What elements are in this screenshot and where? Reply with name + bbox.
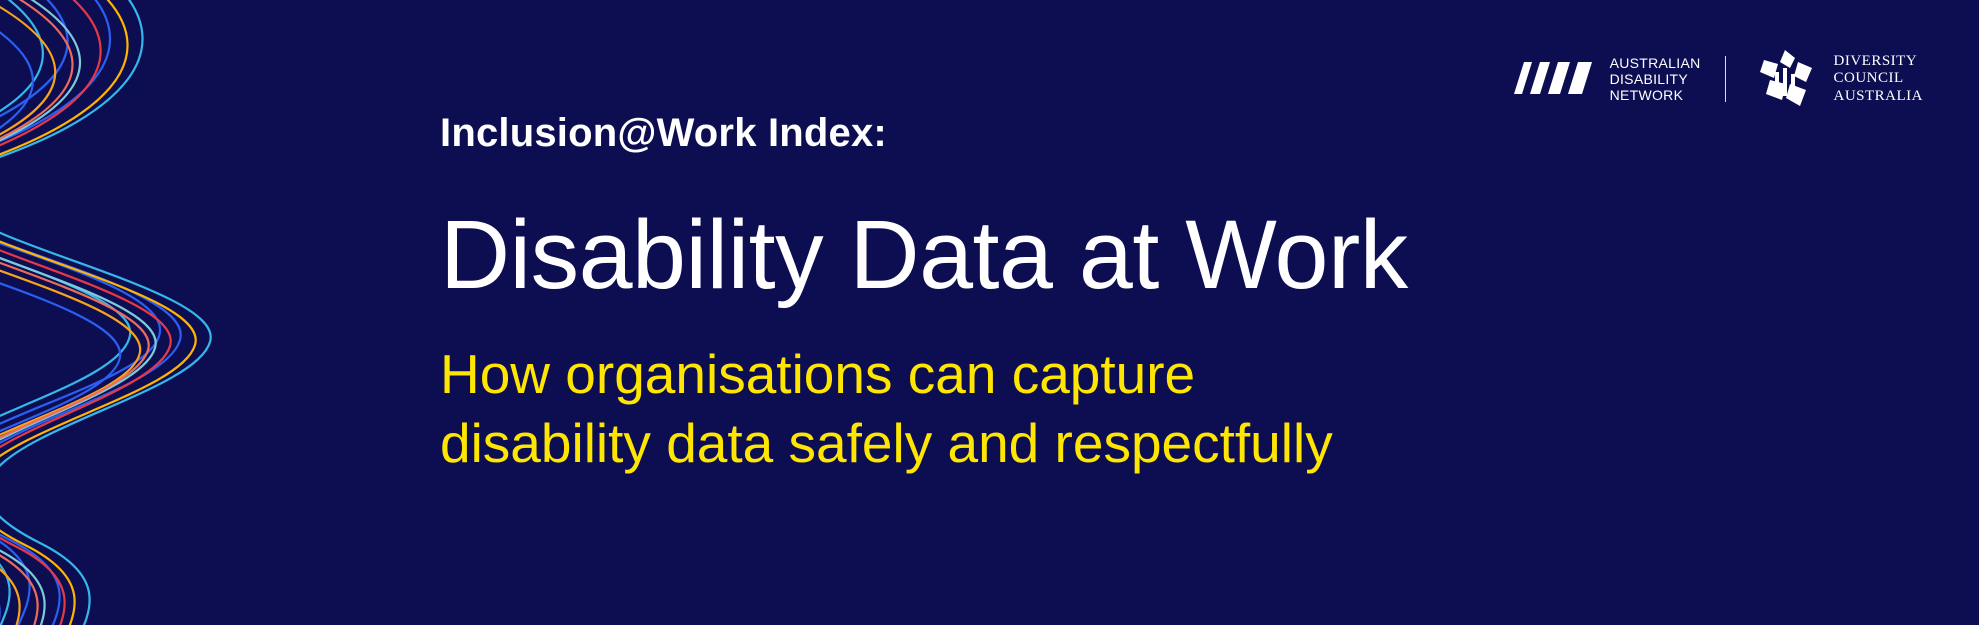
headline-text: Disability Data at Work (440, 204, 1640, 306)
adn-logo: AUSTRALIAN DISABILITY NETWORK (1514, 54, 1701, 104)
dca-line1: DIVERSITY (1834, 53, 1918, 69)
dca-logo-text: DIVERSITY COUNCIL AUSTRALIA (1834, 53, 1924, 105)
adn-line2: DISABILITY (1610, 71, 1688, 87)
adn-line1: AUSTRALIAN (1610, 55, 1701, 71)
dca-logo: DIVERSITY COUNCIL AUSTRALIA (1750, 48, 1924, 110)
dca-line2: COUNCIL (1834, 70, 1904, 86)
text-block: Inclusion@Work Index: Disability Data at… (440, 111, 1640, 477)
dca-line3: AUSTRALIA (1834, 88, 1924, 104)
logo-divider (1725, 56, 1726, 102)
adn-mark-icon (1514, 54, 1596, 104)
logo-strip: AUSTRALIAN DISABILITY NETWORK (1514, 48, 1923, 110)
banner-root: Inclusion@Work Index: Disability Data at… (0, 0, 1979, 625)
adn-logo-text: AUSTRALIAN DISABILITY NETWORK (1610, 55, 1701, 103)
subhead-text: How organisations can capture disability… (440, 340, 1640, 478)
subhead-line2: disability data safely and respectfully (440, 412, 1333, 474)
adn-line3: NETWORK (1610, 87, 1684, 103)
subhead-line1: How organisations can capture (440, 343, 1195, 405)
decorative-swirl (0, 0, 420, 625)
dca-mark-icon (1750, 48, 1820, 110)
eyebrow-text: Inclusion@Work Index: (440, 111, 1640, 156)
